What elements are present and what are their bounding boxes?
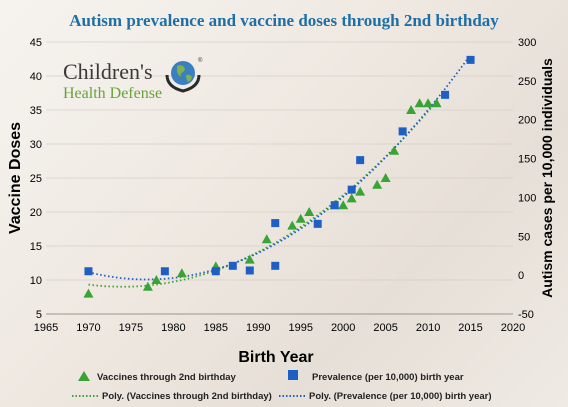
prevalence-point (356, 156, 365, 165)
logo-line2: Health Defense (63, 85, 162, 102)
vaccine-point (304, 207, 315, 216)
x-axis-label: Birth Year (238, 349, 313, 366)
vaccine-point (176, 268, 187, 278)
left-tick-label: 20 (30, 207, 42, 219)
vaccine-point (83, 288, 94, 298)
right-tick-label: 200 (518, 115, 536, 127)
legend-vaccines-label: Vaccines through 2nd birthday (97, 372, 237, 383)
x-tick-label: 1980 (161, 322, 185, 334)
legend-vaccines-trend-label: Poly. (Vaccines through 2nd birthday) (102, 391, 272, 402)
vaccine-point (346, 193, 357, 203)
prevalence-point (398, 127, 407, 136)
left-axis-ticks: 5 10 15 20 25 30 35 40 45 (30, 37, 42, 321)
vaccine-point (244, 254, 255, 264)
legend-prevalence-trend-label: Poly. (Prevalence (per 10,000) birth yea… (309, 391, 492, 402)
x-tick-label: 2015 (458, 322, 482, 334)
prevalence-point (84, 267, 93, 276)
prevalence-point (466, 55, 475, 64)
legend-prevalence-marker (288, 370, 298, 380)
grid (46, 41, 513, 315)
right-tick-label: 250 (518, 76, 536, 88)
prevalence-point (441, 90, 450, 99)
x-tick-label: 1975 (119, 322, 143, 334)
left-tick-label: 35 (30, 105, 42, 117)
x-tick-label: 2010 (416, 322, 440, 334)
chart-title: Autism prevalence and vaccine doses thro… (69, 11, 499, 30)
vaccine-point (406, 105, 417, 114)
x-axis-ticks: 1965 1970 1975 1980 1985 1990 1995 2000 2005 2010… (34, 322, 525, 334)
prevalence-point (160, 267, 169, 276)
vaccine-point (431, 98, 442, 108)
left-tick-label: 10 (30, 275, 42, 287)
right-tick-label: 50 (518, 231, 530, 243)
trend-line-vaccines (88, 100, 438, 288)
prevalence-point (271, 219, 280, 228)
x-tick-label: 1990 (246, 322, 270, 334)
vaccine-point (355, 186, 366, 196)
vaccine-point (414, 98, 425, 108)
left-tick-label: 45 (30, 37, 42, 49)
right-tick-label: 150 (518, 154, 536, 166)
prevalence-point (228, 261, 237, 270)
right-tick-label: -50 (518, 309, 534, 321)
legend: Vaccines through 2nd birthday Prevalence… (72, 370, 492, 402)
x-tick-label: 1965 (34, 322, 58, 334)
prevalence-point (271, 261, 280, 270)
data-marks (83, 55, 475, 298)
left-tick-label: 25 (30, 173, 42, 185)
registered-mark: ® (198, 57, 203, 64)
prevalence-point (245, 266, 254, 275)
prevalence-point (313, 219, 322, 228)
trend-line-prevalence (88, 54, 472, 281)
vaccine-point (295, 213, 306, 223)
logo: Children's Health Defense ® (63, 57, 203, 102)
legend-vaccines-marker (78, 371, 90, 381)
left-tick-label: 15 (30, 241, 42, 253)
x-tick-label: 2000 (331, 322, 355, 334)
left-axis-label: Vaccine Doses (7, 122, 24, 234)
vaccine-point (261, 234, 272, 244)
vaccine-point (142, 281, 153, 291)
left-tick-label: 40 (30, 71, 42, 83)
vaccine-point (380, 173, 391, 182)
prevalence-point (347, 185, 356, 194)
x-tick-label: 2005 (373, 322, 397, 334)
right-tick-label: 300 (518, 37, 536, 49)
right-tick-label: 0 (518, 270, 524, 282)
prevalence-point (211, 267, 220, 276)
vaccine-point (338, 200, 349, 210)
vaccine-point (151, 275, 162, 284)
right-axis-ticks: -50 0 50 100 150 200 250 300 (518, 37, 536, 321)
prevalence-point (330, 201, 339, 210)
x-tick-label: 2020 (501, 322, 525, 334)
right-axis-label: Autism cases per 10,000 individuals (539, 58, 555, 298)
vaccine-point (287, 220, 298, 230)
trend-lines (88, 54, 472, 288)
vaccine-point (372, 179, 383, 189)
vaccine-point (423, 98, 434, 108)
x-tick-label: 1985 (204, 322, 228, 334)
x-tick-label: 1995 (288, 322, 312, 334)
x-tick-label: 1970 (76, 322, 100, 334)
left-tick-label: 30 (30, 139, 42, 151)
left-tick-label: 5 (36, 309, 42, 321)
vaccine-point (389, 145, 400, 155)
globe-in-hands-icon (165, 61, 201, 93)
legend-prevalence-label: Prevalence (per 10,000) birth year (312, 372, 464, 383)
logo-line1: Children's (63, 59, 153, 84)
right-tick-label: 100 (518, 192, 536, 204)
